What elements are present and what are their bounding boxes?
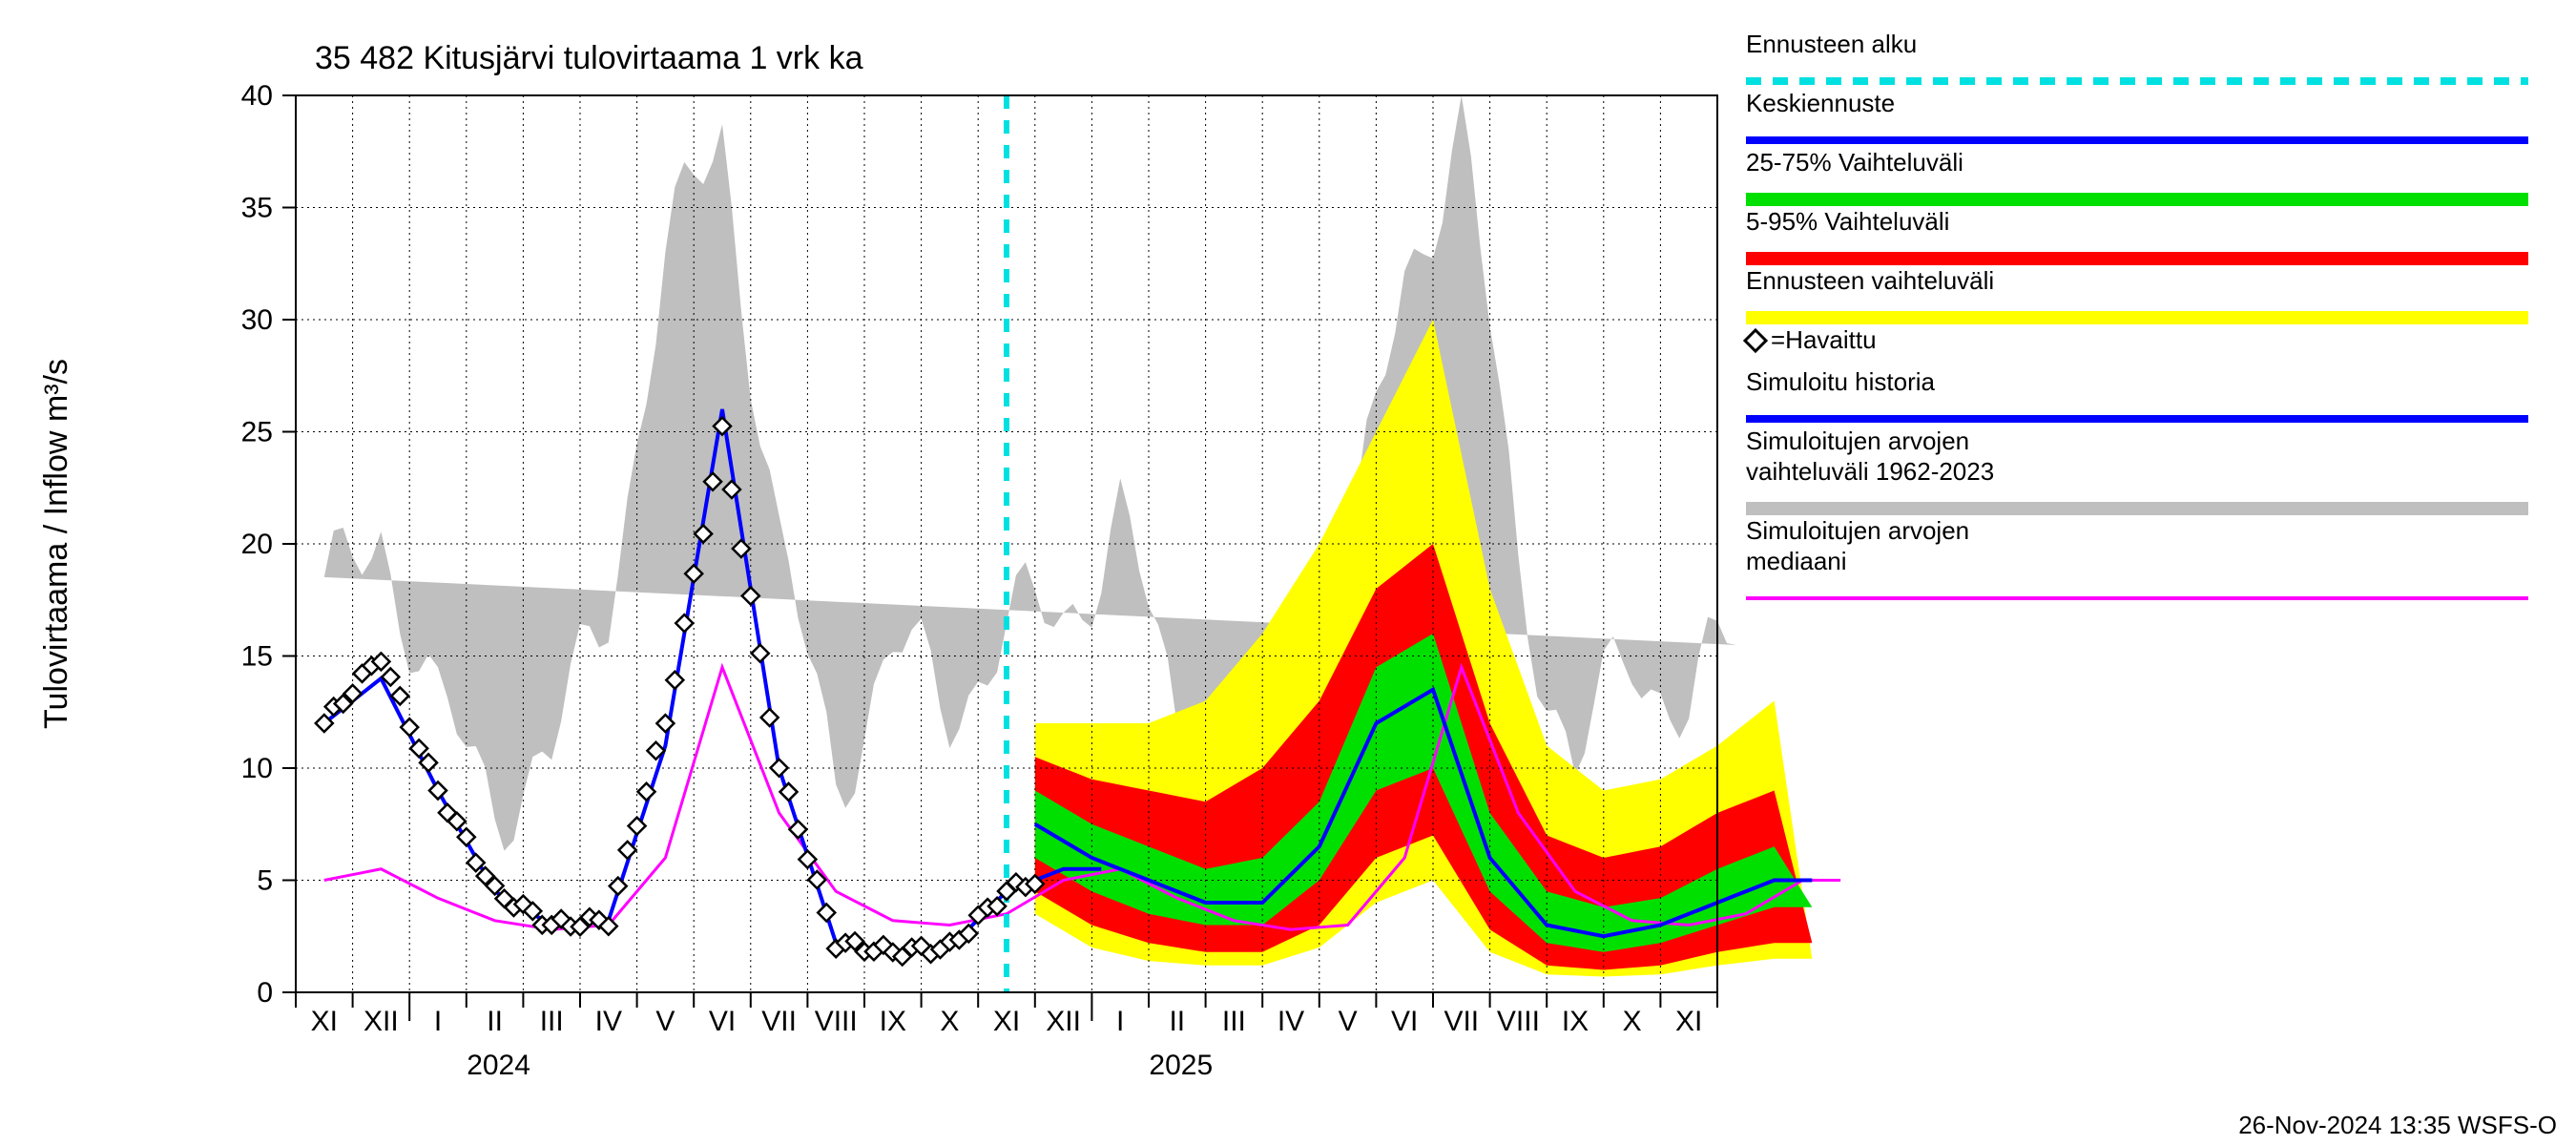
legend-swatch <box>1746 311 2528 324</box>
legend-swatch <box>1746 502 2528 515</box>
x-year-label: 2024 <box>467 1050 530 1081</box>
x-month-label: IX <box>880 1006 906 1037</box>
observed-marker <box>761 709 779 726</box>
legend-label: Ennusteen vaihteluväli <box>1746 266 1994 295</box>
legend-label: vaihteluväli 1962-2023 <box>1746 457 1994 486</box>
x-month-label: I <box>434 1006 442 1037</box>
x-month-label: XII <box>1046 1006 1081 1037</box>
x-month-label: VII <box>761 1006 797 1037</box>
x-month-label: VIII <box>1497 1006 1540 1037</box>
observed-marker <box>771 760 788 777</box>
y-tick-label: 30 <box>241 304 273 336</box>
x-month-label: I <box>1116 1006 1124 1037</box>
legend-item: Simuloitujen arvojenmediaani <box>1746 516 2528 598</box>
legend-item: Simuloitujen arvojenvaihteluväli 1962-20… <box>1746 427 2528 515</box>
x-month-label: VIII <box>815 1006 858 1037</box>
x-month-label: VI <box>709 1006 736 1037</box>
x-month-label: XII <box>364 1006 399 1037</box>
legend-layer: Ennusteen alku Keskiennuste 25-75% Vaihtel… <box>1745 30 2528 598</box>
legend-label: Simuloitujen arvojen <box>1746 516 1969 545</box>
observed-marker <box>780 783 798 801</box>
legend-item: Ennusteen alku <box>1746 30 2528 81</box>
x-month-label: II <box>1169 1006 1185 1037</box>
legend-item: Ennusteen vaihteluväli <box>1746 266 2528 324</box>
y-tick-label: 20 <box>241 529 273 560</box>
y-axis-label: Tulovirtaama / Inflow m³/s <box>38 359 74 729</box>
observed-marker <box>675 614 693 632</box>
chart-footer: 26-Nov-2024 13:35 WSFS-O <box>2238 1111 2557 1139</box>
observed-marker <box>789 821 806 838</box>
observed-marker <box>818 904 835 921</box>
legend-swatch <box>1746 252 2528 265</box>
legend-label: Ennusteen alku <box>1746 30 1917 58</box>
x-month-label: II <box>487 1006 503 1037</box>
x-year-label: 2025 <box>1149 1050 1213 1081</box>
x-month-label: XI <box>993 1006 1020 1037</box>
observed-marker <box>666 672 683 689</box>
y-tick-label: 15 <box>241 641 273 673</box>
observed-marker <box>752 645 769 662</box>
legend-swatch <box>1746 193 2528 206</box>
y-tick-label: 0 <box>257 977 273 1009</box>
x-month-label: IV <box>595 1006 622 1037</box>
legend-item: Simuloitu historia <box>1746 367 2528 419</box>
legend-label: 25-75% Vaihteluväli <box>1746 148 1963 177</box>
x-month-label: V <box>655 1006 675 1037</box>
x-month-label: X <box>1623 1006 1642 1037</box>
x-month-label: III <box>540 1006 564 1037</box>
x-month-label: XI <box>1675 1006 1702 1037</box>
legend-label: 5-95% Vaihteluväli <box>1746 207 1949 236</box>
legend-item: 5-95% Vaihteluväli <box>1746 207 2528 265</box>
legend-label: Keskiennuste <box>1746 89 1895 117</box>
y-tick-label: 10 <box>241 753 273 784</box>
legend-label: Simuloitu historia <box>1746 367 1936 396</box>
chart-title: 35 482 Kitusjärvi tulovirtaama 1 vrk ka <box>315 40 863 76</box>
legend-label: mediaani <box>1746 547 1847 575</box>
x-month-label: III <box>1222 1006 1246 1037</box>
x-month-label: XI <box>311 1006 338 1037</box>
legend-item: =Havaittu <box>1745 325 1877 354</box>
x-month-label: VII <box>1444 1006 1479 1037</box>
x-month-label: VI <box>1391 1006 1418 1037</box>
hydrograph-chart: 0510152025303540XIXIIIIIIIIIVVVIVIIVIIII… <box>0 0 2576 1145</box>
y-tick-label: 25 <box>241 417 273 448</box>
observed-marker <box>429 782 447 800</box>
legend-label: Simuloitujen arvojen <box>1746 427 1969 455</box>
legend-item: 25-75% Vaihteluväli <box>1746 148 2528 206</box>
diamond-icon <box>1745 330 1766 351</box>
observed-marker <box>799 851 816 868</box>
y-tick-label: 35 <box>241 193 273 224</box>
x-month-label: IV <box>1278 1006 1304 1037</box>
chart-svg: 0510152025303540XIXIIIIIIIIIVVVIVIIVIIII… <box>0 0 2576 1145</box>
x-month-label: IX <box>1562 1006 1589 1037</box>
y-tick-label: 40 <box>241 80 273 112</box>
x-month-label: X <box>940 1006 959 1037</box>
legend-item: Keskiennuste <box>1746 89 2528 140</box>
legend-label: =Havaittu <box>1771 325 1877 354</box>
y-tick-label: 5 <box>257 865 273 897</box>
x-month-label: V <box>1339 1006 1358 1037</box>
